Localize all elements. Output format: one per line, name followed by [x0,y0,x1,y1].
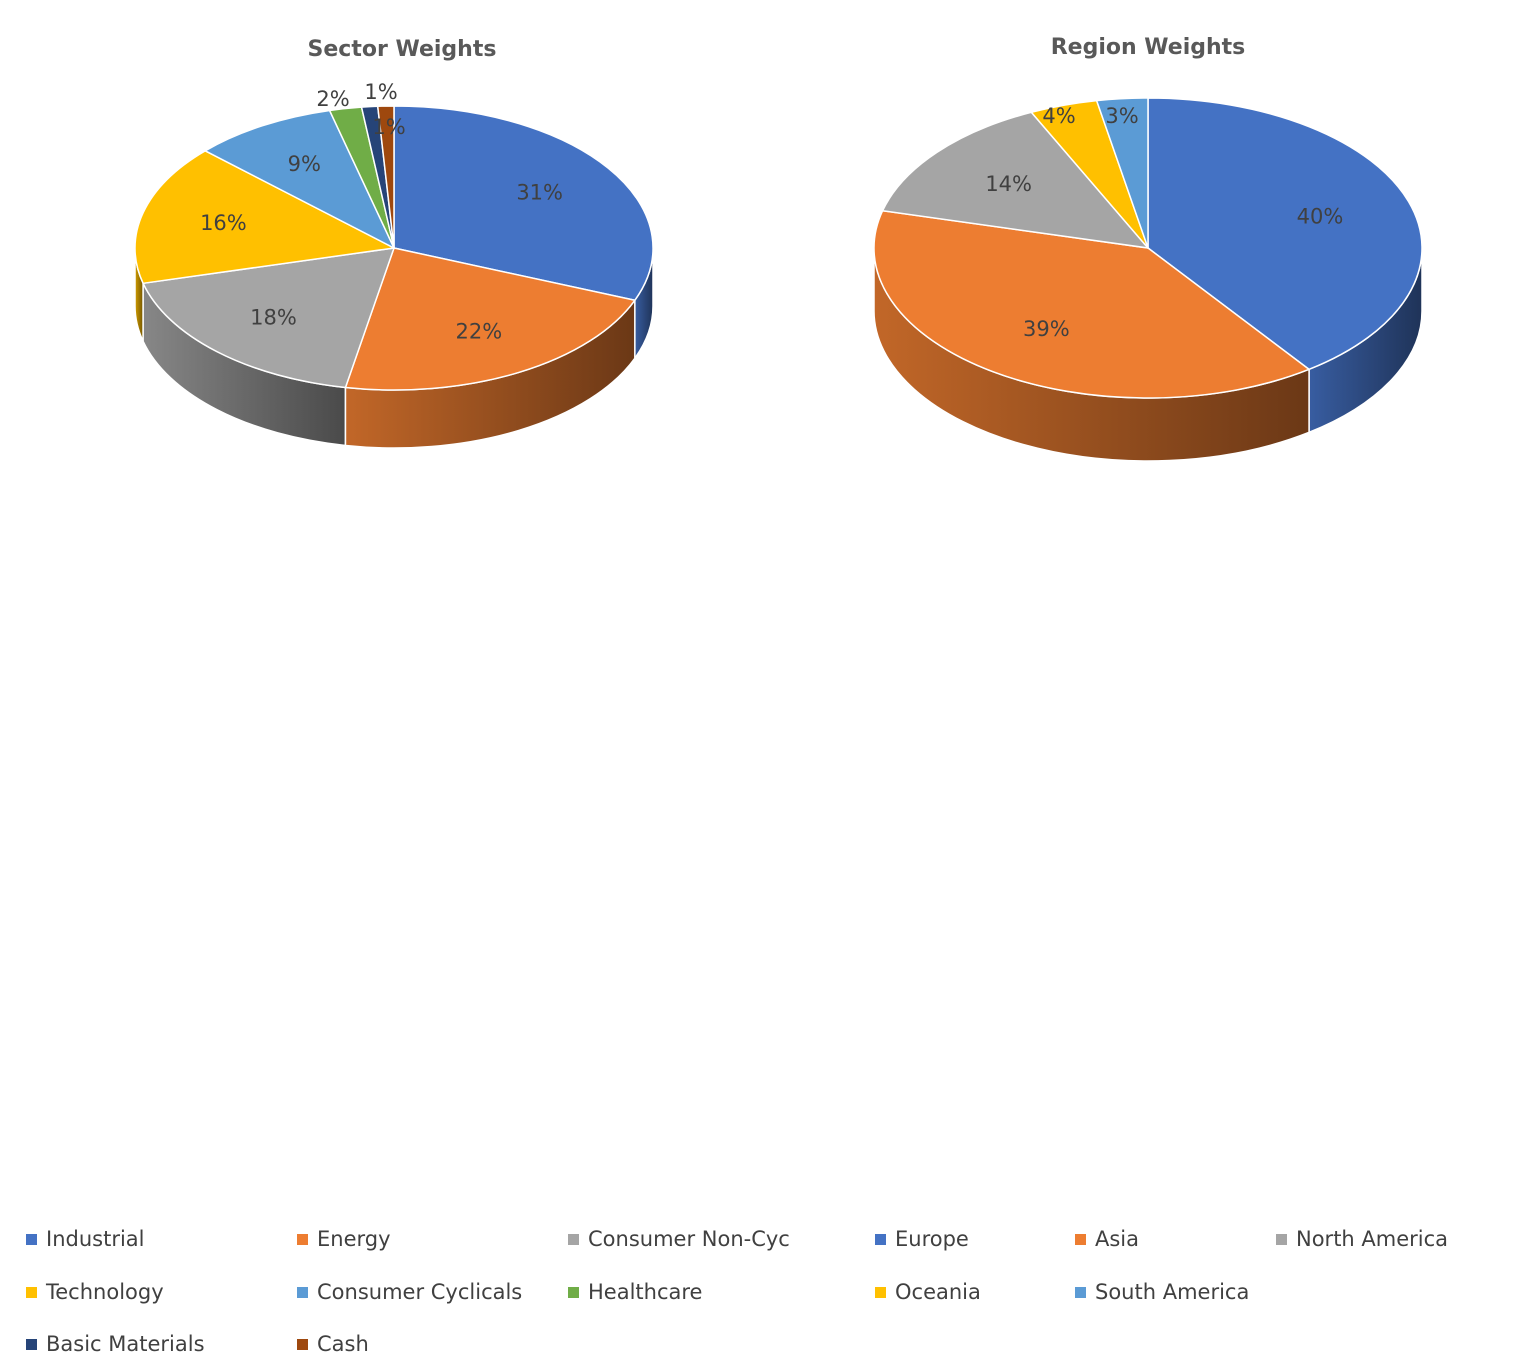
charts-stage: Sector Weights Region Weights 31% 22% 18% 1… [26,35,1448,1356]
legend-item-basic-materials: Basic Materials [26,1332,205,1356]
legend-swatch [1075,1286,1086,1298]
data-label-oceania: 4% [1042,104,1075,128]
data-label-cash: 1% [372,115,405,139]
legend-item-south-america: South America [1075,1280,1249,1304]
legend-swatch [1276,1233,1287,1245]
legend-label: Energy [317,1227,391,1251]
legend-swatch [568,1233,579,1245]
legend-item-energy: Energy [297,1227,391,1251]
legend-label: North America [1296,1227,1449,1251]
data-label-south-america: 3% [1105,104,1138,128]
slice-energy [344,247,636,391]
data-label-energy: 22% [456,320,503,344]
legend-swatch [1075,1233,1086,1245]
legend-label: Technology [46,1280,164,1304]
legend-item-cash: Cash [297,1332,369,1356]
legend-item-asia: Asia [1075,1227,1139,1251]
legend-label: Asia [1095,1227,1140,1251]
pie-charts-svg: Sector Weights Region Weights 31% 22% 18% 1… [134,35,1423,462]
legend-item-consumer-cyclicals: Consumer Cyclicals [297,1280,522,1304]
legend-label: Consumer Cyclicals [317,1280,523,1304]
slice-technology [134,150,395,285]
legend-label: Cash [317,1332,369,1356]
legend-item-north-america: North America [1276,1227,1448,1251]
legend-swatch [26,1233,37,1245]
legend-label: South America [1095,1280,1250,1304]
legend-item-technology: Technology [26,1280,164,1304]
sector-chart-title: Sector Weights [308,37,497,62]
region-chart-title: Region Weights [1051,35,1246,60]
pie-top-faces [134,105,654,391]
slice-consumer-cyclicals [204,109,395,249]
slice-cash [376,105,395,249]
slice-consumer-non-cyc [142,247,395,389]
legend-label: Consumer Non-Cyc [588,1227,790,1251]
legend-label: Basic Materials [46,1332,205,1356]
slice-north-america [881,111,1149,249]
pie-data-labels: 31% 22% 18% 16% 9% 2% 1% 1% [200,80,563,344]
legend-label: Oceania [895,1280,981,1304]
legend-swatch [875,1233,886,1245]
legend-label: Healthcare [588,1280,703,1304]
legend-swatch [297,1338,308,1350]
pie-top-faces [873,97,1423,399]
legend-item-industrial: Industrial [26,1227,145,1251]
legend-swatch [875,1286,886,1298]
legend-item-europe: Europe [875,1227,969,1251]
legend-swatch [568,1286,579,1298]
data-label-consumer-non-cyc: 18% [250,305,297,329]
slice-industrial [393,105,654,302]
slice-asia [873,209,1310,399]
slice-europe [1147,97,1423,371]
legend-swatch [297,1286,308,1298]
region-pie: 40% 39% 14% 4% 3% [873,97,1423,462]
data-label-basic-materials: 1% [364,80,397,104]
legend-swatch [297,1233,308,1245]
data-label-europe: 40% [1297,204,1344,228]
legend-label: Europe [895,1227,969,1251]
data-label-consumer-cyclicals: 9% [288,152,321,176]
data-label-industrial: 31% [516,181,563,205]
legend-item-healthcare: Healthcare [568,1280,702,1304]
legend-item-oceania: Oceania [875,1280,981,1304]
sector-pie: 31% 22% 18% 16% 9% 2% 1% 1% [134,80,654,449]
slice-south-america [1095,97,1149,249]
pie-data-labels: 40% 39% 14% 4% 3% [985,104,1343,341]
data-label-healthcare: 2% [316,87,349,111]
data-label-technology: 16% [200,211,247,235]
legend-swatch [26,1286,37,1298]
legend-label: Industrial [46,1227,145,1251]
legend-item-consumer-non-cyc: Consumer Non-Cyc [568,1227,790,1251]
data-label-asia: 39% [1023,317,1070,341]
legend-swatch [26,1338,37,1350]
data-label-north-america: 14% [985,172,1032,196]
